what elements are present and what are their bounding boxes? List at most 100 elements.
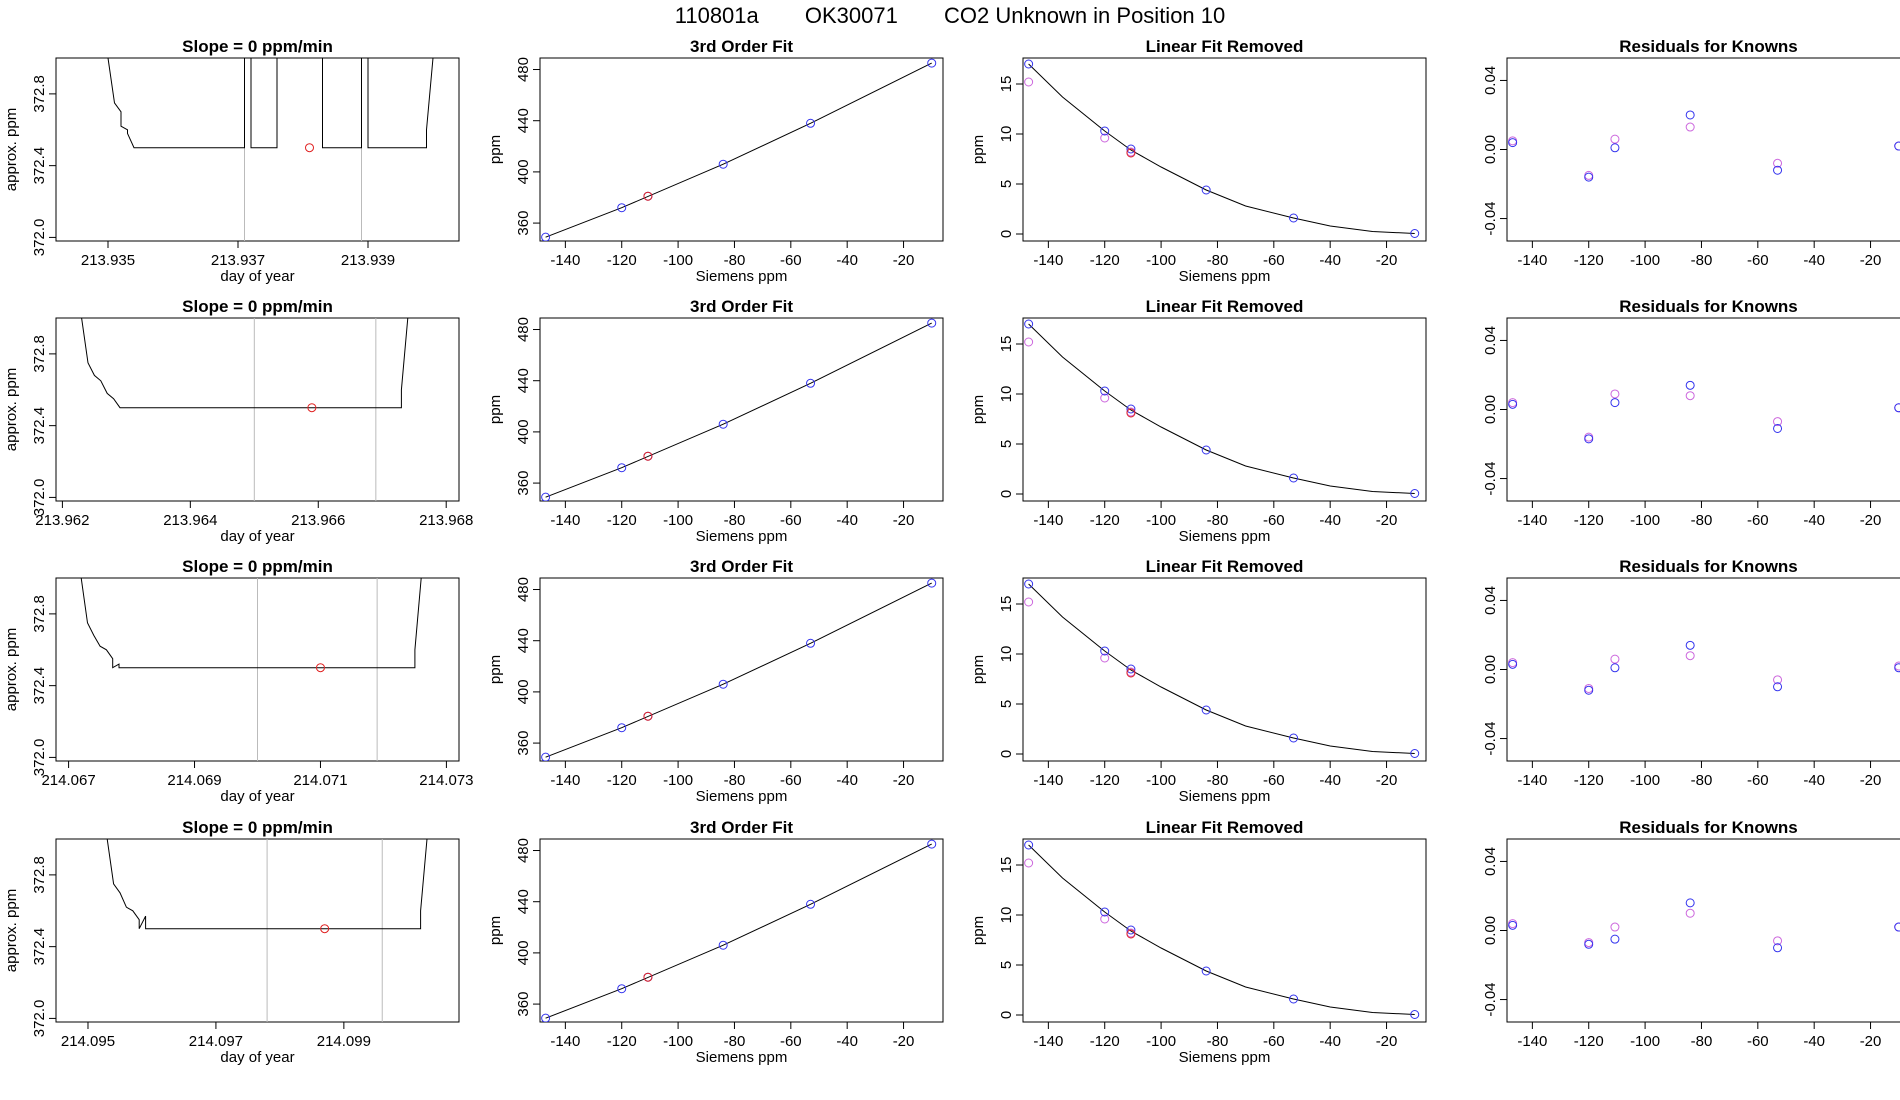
known-point — [1610, 143, 1620, 153]
known-point — [1100, 907, 1110, 917]
x-tick-label: -80 — [1691, 772, 1713, 789]
y-tick-label: 0 — [998, 490, 1015, 498]
plot-area — [541, 58, 937, 241]
x-tick-label: -100 — [663, 512, 693, 529]
y-axis-label: approx. ppm — [3, 889, 20, 972]
known-point — [1410, 749, 1420, 758]
x-tick-label: 214.067 — [41, 772, 95, 789]
y-tick-label: 0.04 — [1482, 66, 1499, 95]
x-tick-label: -60 — [780, 252, 802, 269]
plot-frame — [539, 57, 944, 242]
y-tick-label: 372.8 — [31, 335, 48, 373]
panel-0-1: 3rd Order Fit -140 -120 -100 -80 -60 -40 -20 360… — [487, 37, 944, 285]
purple-point — [1100, 914, 1110, 924]
x-tick-label: -40 — [1319, 1033, 1341, 1050]
purple-point — [1508, 919, 1518, 929]
known-point — [1201, 705, 1211, 715]
purple-point — [1773, 158, 1783, 168]
x-tick-label: 214.073 — [419, 772, 473, 789]
known-point — [1584, 685, 1594, 695]
y-axis-label: ppm — [970, 135, 987, 164]
y-tick-label: 15 — [998, 336, 1015, 353]
plot-area — [541, 578, 937, 761]
y-tick-label: 372.8 — [31, 856, 48, 894]
purple-point — [1024, 858, 1034, 868]
panel-1-3: Residuals for Knowns -140 -120 -100 -80 -60 -4… — [1482, 297, 1900, 529]
x-tick-label: -40 — [1319, 252, 1341, 269]
x-tick-label: -60 — [780, 1033, 802, 1050]
x-tick-label: -20 — [893, 252, 915, 269]
purple-point — [1773, 675, 1783, 685]
purple-point — [1584, 683, 1594, 693]
panel-title: 3rd Order Fit — [690, 37, 793, 56]
x-tick-label: -20 — [893, 1033, 915, 1050]
known-point — [1894, 663, 1900, 673]
x-tick-label: -120 — [607, 252, 637, 269]
y-tick-label: 0.00 — [1482, 135, 1499, 164]
x-tick-label: -60 — [1747, 772, 1769, 789]
plot-area — [81, 318, 409, 501]
x-tick-label: -120 — [607, 512, 637, 529]
x-tick-label: -60 — [780, 772, 802, 789]
x-tick-label: -20 — [1376, 512, 1398, 529]
panel-2-3: Residuals for Knowns -140 -120 -100 -80 -60 -4… — [1482, 557, 1900, 789]
y-axis-label: ppm — [970, 395, 987, 424]
plot-frame — [539, 838, 944, 1023]
x-tick-label: -20 — [1376, 1033, 1398, 1050]
y-tick-label: 0.04 — [1482, 847, 1499, 876]
panel-title: Slope = 0 ppm/min — [182, 297, 333, 316]
purple-point — [1024, 77, 1034, 87]
y-tick-label: 0.04 — [1482, 326, 1499, 355]
y-tick-label: 372.8 — [31, 595, 48, 633]
plot-frame — [1506, 317, 1900, 502]
known-point — [617, 463, 627, 473]
x-axis-label: day of year — [220, 788, 294, 805]
x-tick-label: -140 — [1517, 772, 1547, 789]
known-point — [1100, 126, 1110, 136]
known-point — [1100, 386, 1110, 396]
x-tick-label: -140 — [1517, 512, 1547, 529]
known-point — [1773, 943, 1783, 953]
plot-area — [107, 58, 434, 241]
x-tick-label: -60 — [1747, 512, 1769, 529]
known-point — [1201, 966, 1211, 976]
purple-point — [1024, 597, 1034, 607]
y-tick-label: 372.0 — [31, 739, 48, 777]
panel-title: Slope = 0 ppm/min — [182, 37, 333, 56]
y-tick-label: 372.4 — [31, 147, 48, 185]
x-tick-label: -60 — [780, 512, 802, 529]
x-tick-label: -100 — [1630, 1033, 1660, 1050]
known-point — [1894, 403, 1900, 413]
known-point — [1410, 229, 1420, 238]
plot-area — [106, 839, 428, 1022]
known-point — [927, 58, 937, 68]
known-point — [1685, 898, 1695, 908]
y-tick-label: 400 — [515, 679, 532, 704]
x-tick-label: -140 — [1517, 252, 1547, 269]
purple-point — [1024, 337, 1034, 347]
known-point — [1289, 733, 1299, 743]
panel-0-3: Residuals for Knowns -140 -120 -100 -80 -60 -4… — [1482, 37, 1900, 269]
y-axis-label: approx. ppm — [3, 628, 20, 711]
known-point — [1610, 663, 1620, 673]
y-tick-label: 400 — [515, 940, 532, 965]
x-axis-label: Siemens ppm — [696, 528, 788, 545]
purple-point — [1584, 432, 1594, 442]
x-tick-label: -100 — [663, 1033, 693, 1050]
plot-frame — [55, 317, 460, 502]
panel-title: Linear Fit Removed — [1146, 818, 1304, 837]
known-point — [927, 839, 937, 849]
x-tick-label: -40 — [836, 252, 858, 269]
x-tick-label: -80 — [1207, 772, 1229, 789]
x-axis-label: day of year — [220, 528, 294, 545]
fit-curve — [1028, 323, 1415, 494]
plot-area — [541, 839, 937, 1022]
panel-3-1: 3rd Order Fit -140 -120 -100 -80 -60 -40 -20 360… — [487, 818, 944, 1066]
x-tick-label: -60 — [1263, 512, 1285, 529]
purple-point — [1100, 393, 1110, 403]
known-point — [1610, 398, 1620, 408]
known-point — [718, 679, 728, 689]
known-point — [1685, 380, 1695, 390]
known-point — [1773, 423, 1783, 433]
